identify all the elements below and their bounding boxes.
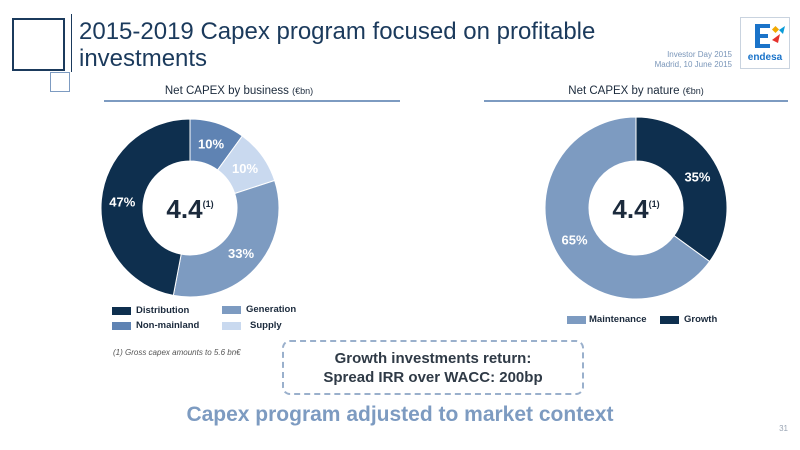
chart1-center-total: 4.4(1) bbox=[166, 194, 213, 224]
title-line-2: investments bbox=[79, 45, 208, 72]
chart2-title: Net CAPEX by nature (€bn) bbox=[484, 85, 788, 97]
legend-swatch-generation bbox=[222, 306, 241, 314]
legend-label-distribution: Distribution bbox=[136, 305, 190, 316]
nature-donut-chart: 4.4(1) 35% 65% bbox=[544, 116, 728, 300]
business-slice-distribution bbox=[100, 118, 191, 297]
title-line-1: 2015-2019 Capex program focused on profi… bbox=[79, 18, 596, 45]
legend-swatch-maintenance bbox=[567, 316, 586, 324]
logo-mark-icon bbox=[755, 24, 785, 48]
business-label-generation: 33% bbox=[228, 246, 254, 261]
event-info: Investor Day 2015 Madrid, 10 June 2015 bbox=[655, 50, 732, 70]
callout-line-1: Growth investments return: bbox=[334, 350, 532, 367]
chart2-title-rule bbox=[484, 100, 788, 102]
chart1-center-value: 4.4 bbox=[166, 194, 203, 224]
growth-return-callout: Growth investments return: Spread IRR ov… bbox=[282, 340, 584, 395]
chart2-center-value: 4.4 bbox=[612, 194, 649, 224]
footnote: (1) Gross capex amounts to 5.6 bn€ bbox=[113, 348, 241, 357]
legend-label-growth: Growth bbox=[684, 314, 718, 325]
legend-label-maintenance: Maintenance bbox=[589, 314, 647, 325]
page-title: 2015-2019 Capex program focused on profi… bbox=[79, 18, 639, 72]
legend-label-supply: Supply bbox=[250, 320, 282, 331]
key-message: Capex program adjusted to market context bbox=[186, 403, 614, 426]
nature-label-growth: 35% bbox=[684, 170, 710, 185]
chart1-title: Net CAPEX by business (€bn) bbox=[104, 85, 374, 97]
business-label-non-mainland: 10% bbox=[198, 136, 224, 151]
business-slice-generation bbox=[172, 179, 280, 298]
page-number: 31 bbox=[779, 424, 788, 433]
business-label-distribution: 47% bbox=[109, 195, 135, 210]
chart1-title-unit: (€bn) bbox=[292, 86, 314, 96]
legend-label-non-mainland: Non-mainland bbox=[136, 320, 200, 331]
business-donut-chart: 4.4(1) 10% 10% 33% 47% bbox=[100, 118, 280, 298]
chart1-title-rule bbox=[104, 100, 400, 102]
legend-label-generation: Generation bbox=[246, 304, 297, 315]
nature-donut-hole bbox=[589, 161, 683, 255]
callout-line-2: Spread IRR over WACC: 200bp bbox=[323, 369, 543, 386]
business-label-supply: 10% bbox=[232, 161, 258, 176]
chart2-title-text: Net CAPEX by nature bbox=[568, 85, 680, 97]
chart2-center-note: (1) bbox=[649, 199, 660, 209]
nature-slice-maintenance bbox=[544, 116, 711, 300]
business-donut-hole bbox=[143, 161, 237, 255]
legend-swatch-supply bbox=[222, 322, 241, 330]
chart2-title-unit: (€bn) bbox=[682, 86, 704, 96]
nature-label-maintenance: 65% bbox=[562, 232, 588, 247]
event-name: Investor Day 2015 bbox=[667, 50, 732, 59]
legend-swatch-non-mainland bbox=[112, 322, 131, 330]
legend-swatch-distribution bbox=[112, 307, 131, 315]
chart1-title-text: Net CAPEX by business bbox=[164, 85, 289, 97]
logo-text: endesa bbox=[747, 52, 783, 63]
event-date: Madrid, 10 June 2015 bbox=[654, 60, 732, 69]
chart1-center-note: (1) bbox=[203, 199, 214, 209]
chart2-center-total: 4.4(1) bbox=[612, 194, 659, 224]
endesa-logo: endesa bbox=[740, 17, 790, 69]
title-divider bbox=[71, 14, 72, 72]
nature-slice-growth bbox=[635, 116, 728, 263]
decorative-square-large bbox=[12, 18, 65, 71]
decorative-square-small bbox=[50, 72, 70, 92]
legend-swatch-growth bbox=[660, 316, 679, 324]
